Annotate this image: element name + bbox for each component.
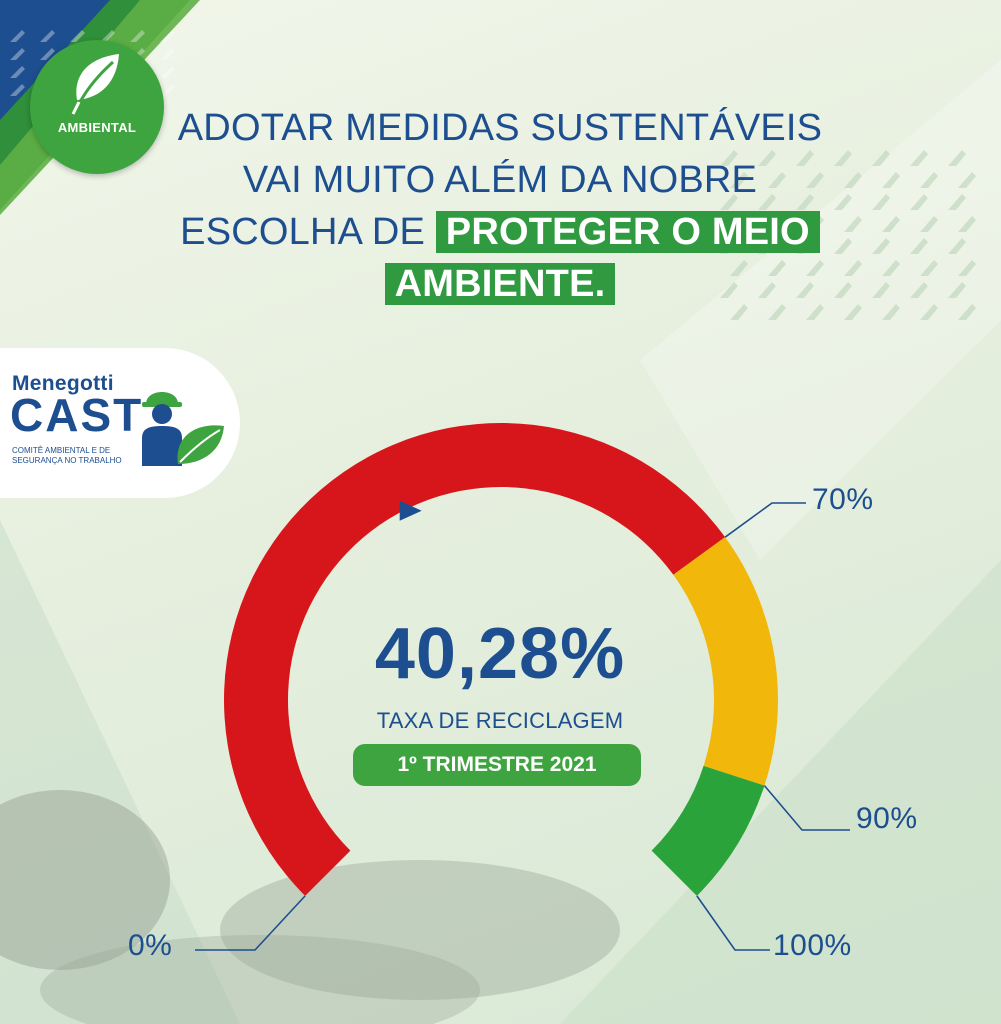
headline-line-1: ADOTAR MEDIDAS SUSTENTÁVEIS <box>177 107 823 149</box>
headline-highlight-2: AMBIENTE. <box>384 263 616 305</box>
period-pill: 1º TRIMESTRE 2021 <box>353 744 641 786</box>
badge-label: AMBIENTAL <box>57 120 137 135</box>
ambiental-badge: AMBIENTAL <box>30 40 164 174</box>
headline-line-4: AMBIENTE. <box>150 258 850 310</box>
logo-brand-small: Menegotti <box>12 372 114 395</box>
recycling-rate-label: TAXA DE RECICLAGEM <box>376 708 624 733</box>
gauge-segment-70-90 <box>673 537 778 786</box>
gauge-value-marker <box>399 500 422 521</box>
gauge-leader-100 <box>696 895 770 951</box>
logo-tagline: COMITÊ AMBIENTAL E DE SEGURANÇA NO TRABA… <box>12 446 122 465</box>
gauge-tick-90: 90% <box>856 802 918 835</box>
logo-brand-big: CAST <box>10 389 144 441</box>
gauge-tick-0: 0% <box>128 929 173 962</box>
headline-line-3-text: ESCOLHA DE <box>180 211 436 253</box>
headline: ADOTAR MEDIDAS SUSTENTÁVEIS VAI MUITO AL… <box>150 102 850 310</box>
gauge-leader-70 <box>724 502 806 538</box>
gauge-segment-0-70 <box>224 423 726 896</box>
headline-highlight-1: PROTEGER O MEIO <box>435 211 820 253</box>
leaf-icon <box>71 54 119 115</box>
gauge-tick-70: 70% <box>812 483 874 516</box>
gauge-tick-100: 100% <box>773 929 852 962</box>
recycling-rate-value: 40,28% <box>374 614 626 694</box>
headline-line-2: VAI MUITO ALÉM DA NOBRE <box>242 159 758 201</box>
worker-with-leaf-icon <box>142 392 224 466</box>
gauge-leader-90 <box>763 785 850 831</box>
gauge-segment-90-100 <box>651 765 765 896</box>
headline-line-3: ESCOLHA DE PROTEGER O MEIO <box>150 206 850 258</box>
gauge-leader-0 <box>195 895 306 951</box>
logo-card: Menegotti CAST COMITÊ AMBIENTAL E DE SEG… <box>0 348 240 498</box>
